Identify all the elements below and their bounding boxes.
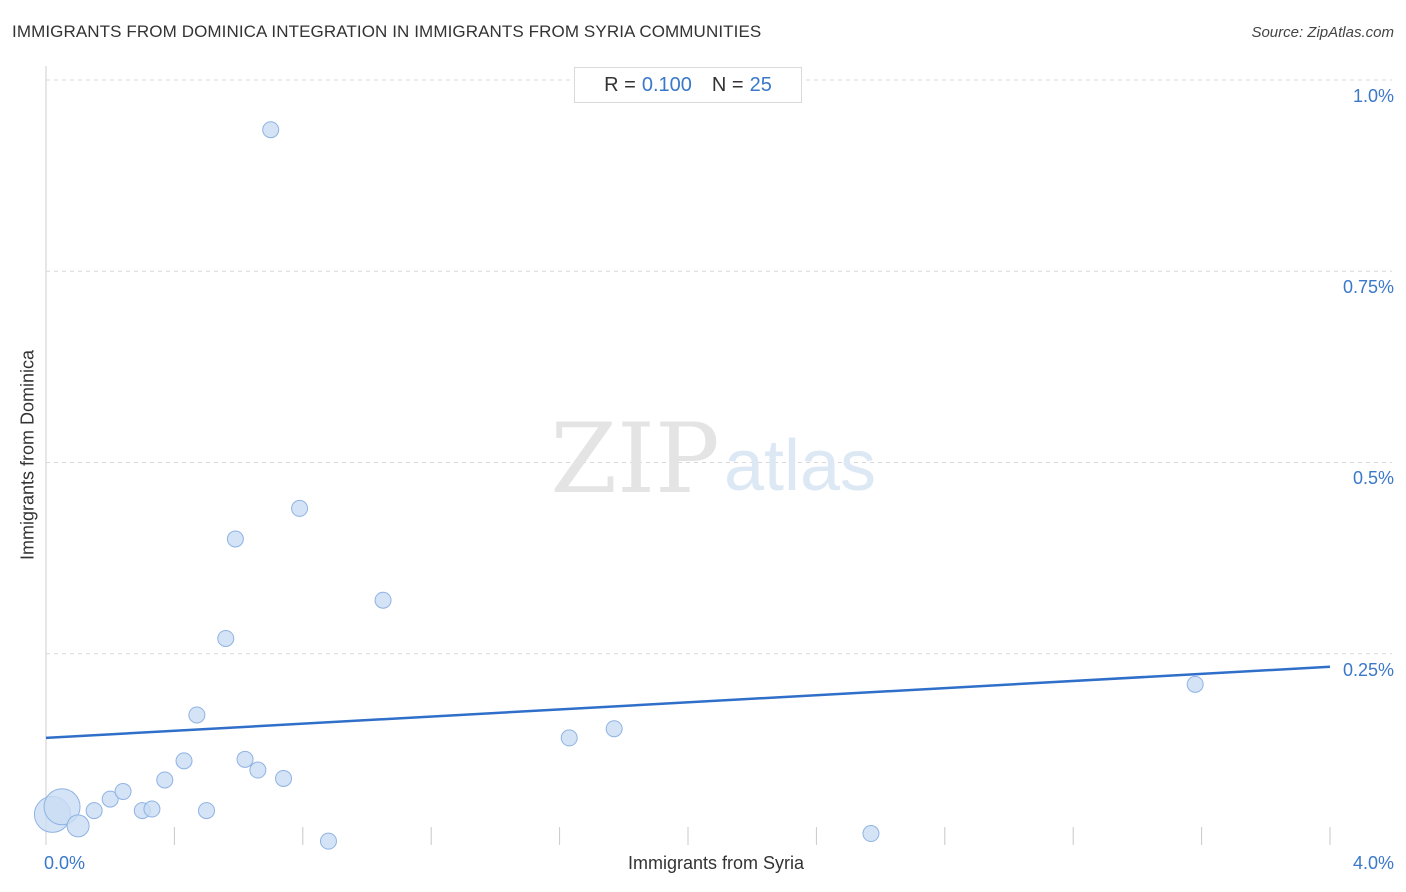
y-tick-label: 1.0% xyxy=(1352,86,1394,106)
points-layer xyxy=(33,121,1204,850)
y-axis-label: Immigrants from Dominica xyxy=(17,349,38,561)
trend-line xyxy=(45,665,1331,740)
watermark-zip: ZIP xyxy=(550,403,719,515)
data-point xyxy=(156,771,174,789)
data-point xyxy=(275,769,293,787)
y-tick-label: 0.5% xyxy=(1352,468,1394,488)
trend-line-layer xyxy=(45,665,1331,740)
data-point xyxy=(188,706,206,724)
data-point xyxy=(114,782,132,800)
data-point xyxy=(236,750,254,768)
data-point xyxy=(862,825,880,843)
data-point xyxy=(85,802,103,820)
y-tick-label: 0.75% xyxy=(1342,277,1394,297)
data-point xyxy=(262,121,280,139)
y-tick-label: 0.25% xyxy=(1342,660,1394,680)
x-tick-label: 0.0% xyxy=(44,853,86,873)
watermark: ZIP atlas xyxy=(550,403,876,515)
data-point xyxy=(374,591,392,609)
data-point xyxy=(249,761,267,779)
data-point xyxy=(605,720,623,738)
data-point xyxy=(101,790,119,808)
data-point xyxy=(43,788,81,826)
x-axis-label: Immigrants from Syria xyxy=(627,853,805,873)
data-point xyxy=(143,800,161,818)
data-point xyxy=(198,802,215,820)
source-credit: Source: ZipAtlas.com xyxy=(1251,24,1394,41)
data-point xyxy=(1186,675,1204,693)
data-point xyxy=(291,499,309,517)
data-point xyxy=(226,530,244,548)
chart-title: IMMIGRANTS FROM DOMINICA INTEGRATION IN … xyxy=(12,22,762,41)
data-point xyxy=(217,629,235,647)
data-point xyxy=(175,752,193,770)
watermark-atlas: atlas xyxy=(724,426,876,506)
n-label: N = xyxy=(711,73,744,96)
grid-layer xyxy=(45,66,1392,845)
data-point xyxy=(66,814,90,838)
data-point xyxy=(560,729,578,747)
r-label: R = xyxy=(604,73,636,96)
stats-box: R = 0.100 N = 25 xyxy=(574,67,802,103)
x-tick-label: 4.0% xyxy=(1352,853,1394,873)
data-point xyxy=(319,832,337,850)
r-value: 0.100 xyxy=(641,73,692,96)
n-value: 25 xyxy=(749,73,772,96)
